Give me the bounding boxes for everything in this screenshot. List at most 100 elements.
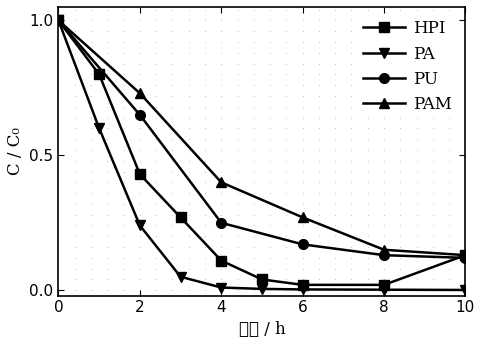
Point — [217, 244, 225, 250]
Point — [315, 190, 323, 196]
Point — [201, 277, 209, 282]
Point — [250, 201, 258, 207]
Point — [348, 126, 355, 131]
Point — [217, 82, 225, 88]
Point — [217, 212, 225, 217]
Legend: HPI, PA, PU, PAM: HPI, PA, PU, PAM — [358, 15, 457, 118]
Point — [462, 61, 469, 66]
Point — [152, 72, 160, 77]
Point — [136, 61, 144, 66]
Point — [120, 255, 127, 260]
Point — [234, 244, 241, 250]
Point — [54, 169, 62, 174]
Point — [54, 190, 62, 196]
Point — [217, 179, 225, 185]
Point — [413, 72, 420, 77]
Point — [136, 7, 144, 12]
Point — [397, 50, 404, 56]
Point — [331, 72, 339, 77]
Point — [185, 179, 193, 185]
Point — [413, 126, 420, 131]
Point — [266, 287, 274, 293]
Point — [234, 190, 241, 196]
Point — [380, 115, 388, 120]
Point — [185, 147, 193, 153]
Point — [429, 212, 437, 217]
Point — [120, 7, 127, 12]
Point — [54, 61, 62, 66]
Point — [136, 190, 144, 196]
Point — [397, 7, 404, 12]
Point — [445, 234, 453, 239]
Point — [250, 212, 258, 217]
PAM — [137, 91, 143, 95]
Point — [282, 72, 290, 77]
Point — [201, 50, 209, 56]
Point — [120, 72, 127, 77]
Point — [169, 126, 176, 131]
Point — [185, 61, 193, 66]
Point — [445, 104, 453, 109]
Point — [201, 158, 209, 164]
PA — [55, 18, 61, 22]
Point — [315, 82, 323, 88]
Point — [413, 82, 420, 88]
Point — [201, 190, 209, 196]
Point — [169, 61, 176, 66]
Point — [462, 72, 469, 77]
Point — [364, 158, 372, 164]
Point — [120, 212, 127, 217]
Point — [331, 136, 339, 142]
Point — [250, 72, 258, 77]
PAM — [300, 215, 306, 219]
Point — [234, 50, 241, 56]
Point — [299, 136, 307, 142]
HPI — [137, 172, 143, 176]
Point — [282, 234, 290, 239]
Point — [136, 82, 144, 88]
Point — [71, 61, 79, 66]
Point — [364, 50, 372, 56]
Point — [217, 147, 225, 153]
Point — [120, 244, 127, 250]
Point — [217, 169, 225, 174]
Point — [234, 201, 241, 207]
Point — [429, 7, 437, 12]
Point — [348, 169, 355, 174]
Point — [299, 93, 307, 99]
Point — [136, 223, 144, 228]
Point — [445, 223, 453, 228]
Point — [397, 287, 404, 293]
Point — [299, 169, 307, 174]
Point — [71, 255, 79, 260]
Point — [185, 115, 193, 120]
Point — [315, 234, 323, 239]
Point — [87, 126, 95, 131]
Point — [282, 190, 290, 196]
Point — [54, 147, 62, 153]
Point — [266, 82, 274, 88]
Point — [185, 18, 193, 23]
Point — [429, 201, 437, 207]
Point — [169, 201, 176, 207]
Point — [282, 158, 290, 164]
Point — [266, 18, 274, 23]
Point — [380, 190, 388, 196]
Point — [217, 39, 225, 45]
Point — [120, 126, 127, 131]
Point — [234, 18, 241, 23]
Point — [250, 266, 258, 272]
Point — [462, 147, 469, 153]
PA — [300, 287, 306, 292]
Point — [266, 234, 274, 239]
Point — [331, 104, 339, 109]
Point — [201, 93, 209, 99]
Point — [169, 104, 176, 109]
Point — [315, 126, 323, 131]
Point — [348, 104, 355, 109]
Point — [217, 223, 225, 228]
Point — [282, 136, 290, 142]
Point — [185, 7, 193, 12]
Point — [445, 50, 453, 56]
Point — [185, 255, 193, 260]
